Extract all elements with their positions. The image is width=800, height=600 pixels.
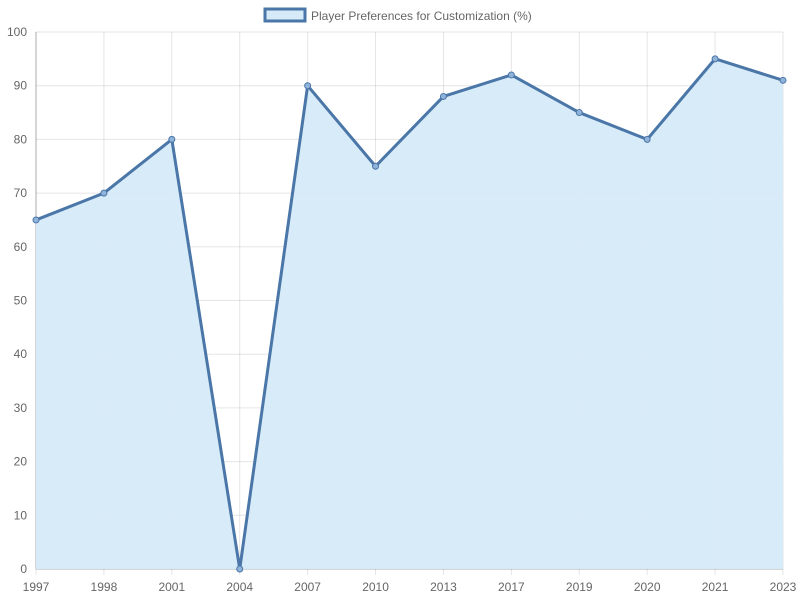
x-tick-label: 2013	[430, 580, 457, 594]
x-tick-label: 2001	[158, 580, 185, 594]
legend[interactable]: Player Preferences for Customization (%)	[263, 7, 532, 23]
x-tick-label: 1998	[91, 580, 118, 594]
y-tick-label: 30	[14, 401, 28, 415]
data-points	[32, 55, 787, 573]
data-point	[643, 135, 651, 143]
series-line	[35, 57, 784, 571]
legend-label[interactable]: Player Preferences for Customization (%)	[311, 9, 532, 23]
x-tick-label: 2019	[566, 580, 593, 594]
x-tick-label: 2017	[498, 580, 525, 594]
data-point	[168, 135, 176, 143]
y-tick-label: 10	[14, 508, 28, 522]
y-tick-label: 90	[14, 79, 28, 93]
data-point	[507, 71, 515, 79]
data-point	[779, 76, 787, 84]
y-axis-ticks: 0 10 20 30 40 50 60 70 80 90 100	[7, 25, 27, 576]
y-tick-label: 0	[20, 562, 27, 576]
data-point	[711, 55, 719, 63]
x-tick-label: 2021	[702, 580, 729, 594]
legend-swatch[interactable]	[263, 7, 307, 23]
series-area-fill	[36, 58, 783, 569]
data-point	[575, 109, 583, 117]
data-point	[372, 162, 380, 170]
y-tick-label: 50	[14, 294, 28, 308]
y-tick-label: 60	[14, 240, 28, 254]
data-point	[439, 92, 447, 100]
y-tick-label: 80	[14, 132, 28, 146]
data-point	[236, 565, 244, 573]
x-axis-ticks: 1997 1998 2001 2004 2007 2010 2013 2017 2019 2020…	[23, 580, 797, 594]
y-tick-label: 40	[14, 347, 28, 361]
x-tick-label: 2020	[634, 580, 661, 594]
x-tick-label: 2010	[362, 580, 389, 594]
x-tick-label: 2007	[294, 580, 321, 594]
data-point	[304, 82, 312, 90]
x-tick-label: 2023	[770, 580, 797, 594]
y-tick-label: 20	[14, 455, 28, 469]
data-point	[32, 216, 40, 224]
y-tick-label: 100	[7, 25, 27, 39]
y-tick-label: 70	[14, 186, 28, 200]
x-tick-label: 1997	[23, 580, 50, 594]
x-tick-label: 2004	[226, 580, 253, 594]
data-point	[100, 189, 108, 197]
